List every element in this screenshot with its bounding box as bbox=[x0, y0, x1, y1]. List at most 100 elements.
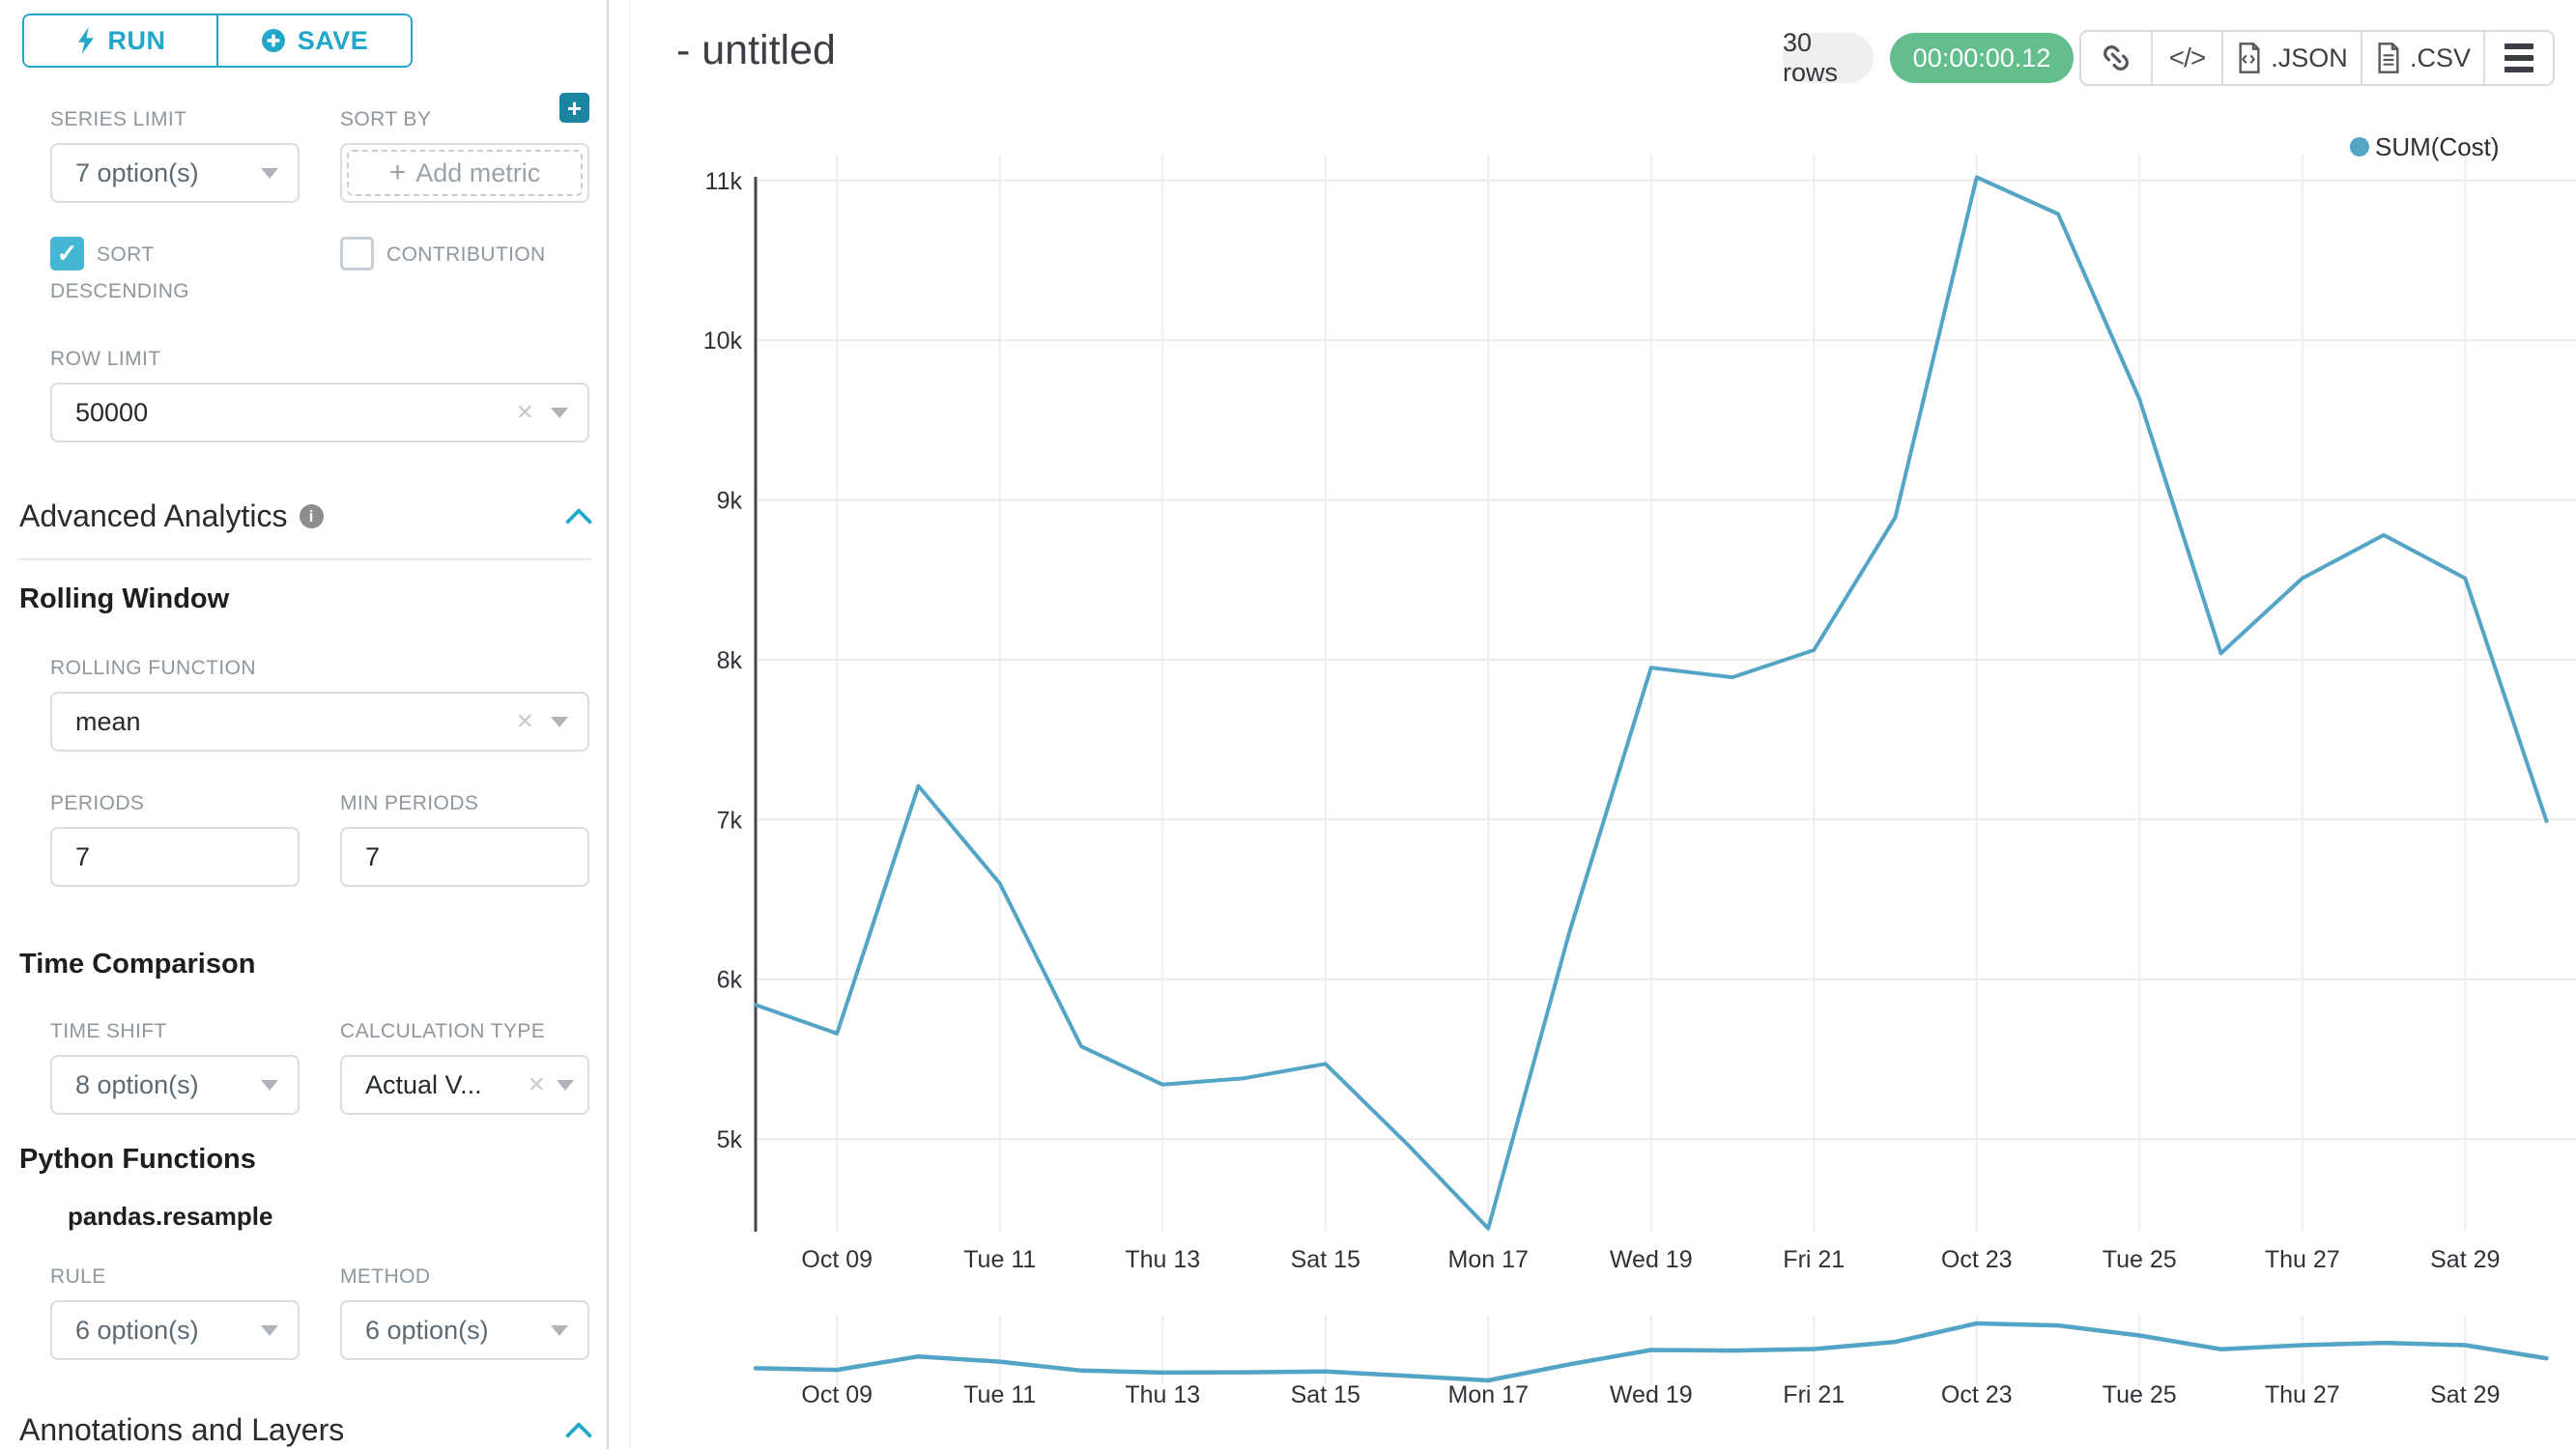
pandas-resample-label: pandas.resample bbox=[68, 1202, 273, 1231]
chart-title[interactable]: - untitled bbox=[676, 27, 836, 73]
run-button[interactable]: RUN bbox=[24, 15, 216, 66]
calculation-type-select[interactable]: Actual V... × bbox=[340, 1055, 589, 1115]
annotations-layers-header[interactable]: Annotations and Layers bbox=[19, 1412, 591, 1448]
svg-text:Oct 23: Oct 23 bbox=[1941, 1246, 2013, 1273]
file-code-icon bbox=[2239, 43, 2260, 73]
sort-by-label: SORT BY bbox=[340, 108, 432, 130]
svg-text:Sat 29: Sat 29 bbox=[2430, 1381, 2500, 1408]
time-shift-select[interactable]: 8 option(s) bbox=[50, 1055, 300, 1115]
export-json-button[interactable]: .JSON bbox=[2221, 32, 2361, 84]
rule-select[interactable]: 6 option(s) bbox=[50, 1300, 300, 1360]
chart-actions-toolbar: </> .JSON .CSV bbox=[2079, 30, 2555, 86]
svg-text:Wed 19: Wed 19 bbox=[1610, 1381, 1693, 1408]
svg-text:Tue 25: Tue 25 bbox=[2103, 1246, 2177, 1273]
collapse-chevron-icon[interactable] bbox=[568, 1424, 591, 1437]
svg-text:Sat 15: Sat 15 bbox=[1291, 1381, 1360, 1408]
chevron-down-icon bbox=[261, 1079, 278, 1091]
series-limit-select[interactable]: 7 option(s) bbox=[50, 143, 300, 203]
row-limit-select[interactable]: 50000 × bbox=[50, 383, 589, 442]
periods-input[interactable] bbox=[50, 827, 300, 887]
svg-text:Tue 25: Tue 25 bbox=[2103, 1381, 2177, 1408]
rule-value: 6 option(s) bbox=[75, 1315, 199, 1345]
clear-icon[interactable]: × bbox=[516, 705, 533, 737]
chevron-down-icon bbox=[551, 716, 568, 727]
export-csv-button[interactable]: .CSV bbox=[2361, 32, 2483, 84]
contribution-control: CONTRIBUTION bbox=[340, 237, 601, 273]
rolling-window-title: Rolling Window bbox=[19, 583, 230, 614]
link-icon bbox=[2104, 45, 2129, 71]
contribution-label: CONTRIBUTION bbox=[386, 243, 546, 266]
advanced-analytics-header[interactable]: Advanced Analytics i bbox=[19, 498, 591, 534]
chevron-down-icon bbox=[261, 167, 278, 179]
panel-resize-gutter[interactable] bbox=[629, 0, 631, 1449]
rolling-function-value: mean bbox=[75, 706, 141, 736]
svg-text:Thu 13: Thu 13 bbox=[1125, 1381, 1200, 1408]
code-icon: </> bbox=[2168, 43, 2206, 72]
time-shift-label: TIME SHIFT bbox=[50, 1020, 167, 1042]
python-functions-title: Python Functions bbox=[19, 1144, 256, 1175]
view-query-button[interactable]: </> bbox=[2151, 32, 2221, 84]
rolling-function-select[interactable]: mean × bbox=[50, 692, 589, 752]
lightning-bolt-icon bbox=[77, 27, 94, 54]
clear-icon[interactable]: × bbox=[516, 396, 533, 428]
svg-text:Thu 13: Thu 13 bbox=[1125, 1246, 1200, 1273]
method-select[interactable]: 6 option(s) bbox=[340, 1300, 589, 1360]
run-save-button-group: RUN SAVE bbox=[22, 14, 413, 68]
series-limit-label: SERIES LIMIT bbox=[50, 108, 187, 130]
svg-text:Sat 15: Sat 15 bbox=[1291, 1246, 1360, 1273]
save-button[interactable]: SAVE bbox=[216, 15, 411, 66]
collapse-chevron-icon[interactable] bbox=[568, 510, 591, 524]
time-comparison-title: Time Comparison bbox=[19, 949, 256, 980]
sort-descending-control: ✓ SORT DESCENDING bbox=[50, 237, 234, 310]
svg-text:6k: 6k bbox=[717, 967, 743, 994]
add-metric-plus-button[interactable]: + bbox=[559, 93, 589, 123]
sort-by-add-metric[interactable]: + Add metric bbox=[340, 143, 589, 203]
export-json-label: .JSON bbox=[2271, 43, 2348, 72]
save-button-label: SAVE bbox=[297, 25, 369, 55]
export-csv-label: .CSV bbox=[2409, 43, 2472, 72]
time-shift-value: 8 option(s) bbox=[75, 1069, 199, 1099]
sort-descending-checkbox[interactable]: ✓ bbox=[50, 237, 84, 270]
row-limit-label: ROW LIMIT bbox=[50, 348, 161, 370]
svg-text:Oct 09: Oct 09 bbox=[801, 1381, 873, 1408]
info-icon[interactable]: i bbox=[299, 504, 324, 528]
plus-circle-icon bbox=[261, 29, 285, 52]
section-divider bbox=[19, 558, 591, 560]
copy-link-button[interactable] bbox=[2081, 32, 2151, 84]
method-label: METHOD bbox=[340, 1265, 431, 1288]
chevron-down-icon bbox=[551, 407, 568, 418]
svg-text:Thu 27: Thu 27 bbox=[2265, 1246, 2340, 1273]
plus-icon: + bbox=[388, 156, 407, 188]
svg-text:Oct 09: Oct 09 bbox=[801, 1246, 873, 1273]
method-value: 6 option(s) bbox=[365, 1315, 489, 1345]
contribution-checkbox[interactable] bbox=[340, 237, 374, 270]
svg-text:Mon 17: Mon 17 bbox=[1448, 1381, 1529, 1408]
svg-text:7k: 7k bbox=[717, 807, 743, 834]
add-metric-placeholder: Add metric bbox=[415, 157, 541, 187]
svg-text:Thu 27: Thu 27 bbox=[2265, 1381, 2340, 1408]
min-periods-input[interactable] bbox=[340, 827, 589, 887]
row-count-badge: 30 rows bbox=[1783, 28, 1874, 87]
chevron-down-icon bbox=[557, 1079, 574, 1091]
svg-text:Fri 21: Fri 21 bbox=[1783, 1246, 1845, 1273]
run-button-label: RUN bbox=[107, 25, 166, 55]
svg-text:9k: 9k bbox=[717, 488, 743, 515]
svg-text:10k: 10k bbox=[703, 327, 743, 355]
sort-descending-label: SORT DESCENDING bbox=[50, 243, 190, 302]
rule-label: RULE bbox=[50, 1265, 106, 1288]
svg-text:8k: 8k bbox=[717, 647, 743, 674]
min-periods-label: MIN PERIODS bbox=[340, 792, 479, 814]
query-timer-badge: 00:00:00.12 bbox=[1890, 33, 2074, 83]
clear-icon[interactable]: × bbox=[528, 1068, 545, 1100]
file-text-icon bbox=[2378, 43, 2399, 73]
svg-text:SUM(Cost): SUM(Cost) bbox=[2375, 132, 2500, 161]
more-options-button[interactable] bbox=[2483, 32, 2553, 84]
svg-text:Mon 17: Mon 17 bbox=[1448, 1246, 1529, 1273]
svg-text:Tue 11: Tue 11 bbox=[963, 1381, 1036, 1408]
hamburger-menu-icon bbox=[2504, 43, 2533, 72]
calculation-type-value: Actual V... bbox=[365, 1069, 482, 1099]
periods-label: PERIODS bbox=[50, 792, 145, 814]
svg-text:5k: 5k bbox=[717, 1126, 743, 1153]
svg-text:Sat 29: Sat 29 bbox=[2430, 1246, 2500, 1273]
